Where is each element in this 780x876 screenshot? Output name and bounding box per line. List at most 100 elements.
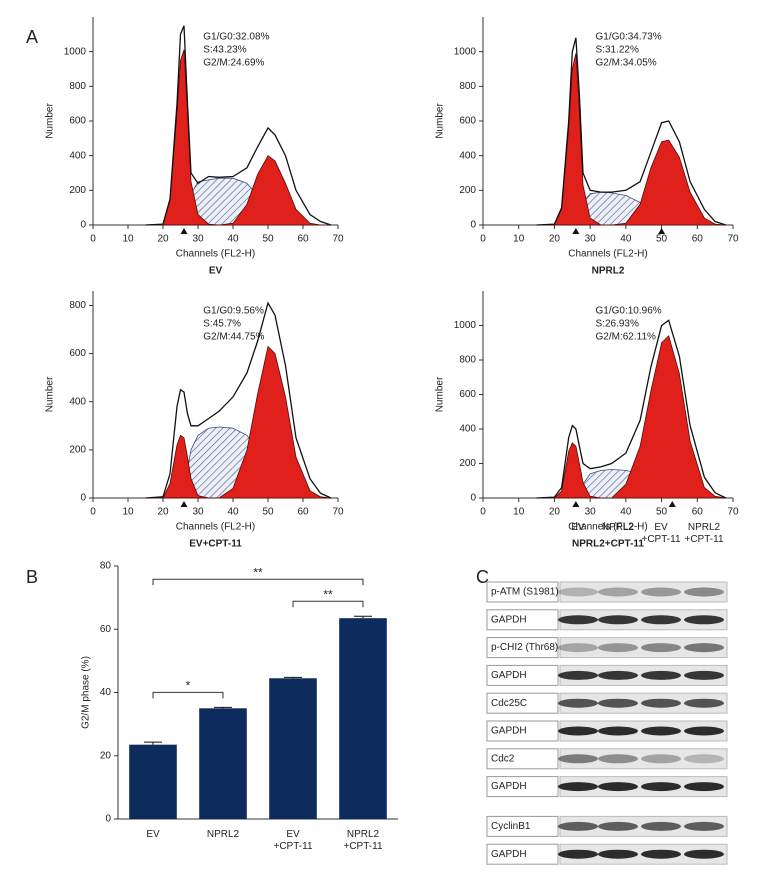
annotation: S:43.23% — [203, 45, 246, 56]
y-tick-label: 800 — [459, 81, 476, 92]
significance-bracket — [152, 578, 364, 586]
blot-band — [598, 726, 638, 736]
y-tick-label: 600 — [459, 389, 476, 400]
blot-band — [684, 821, 724, 831]
x-tick-label: 0 — [480, 507, 486, 518]
blot-band — [558, 670, 598, 680]
blot-band — [558, 782, 598, 792]
chart-title: EV — [209, 266, 223, 277]
annotation: G2/M:34.05% — [596, 58, 657, 69]
gate-marker — [658, 228, 666, 234]
annotation: S:45.7% — [203, 319, 241, 330]
y-tick-label: 600 — [69, 348, 86, 359]
x-tick-label: 70 — [727, 507, 739, 518]
x-tick-label: 70 — [332, 507, 344, 518]
y-tick-label: 800 — [69, 300, 86, 311]
x-tick-label: EV +CPT-11 — [273, 829, 313, 852]
y-tick-label: 600 — [69, 116, 86, 127]
blot-band — [684, 670, 724, 680]
x-axis-label: Channels (FL2-H) — [568, 522, 647, 533]
blot-band — [641, 698, 681, 708]
blot-band — [598, 754, 638, 764]
y-tick-label: 0 — [80, 493, 86, 504]
bar — [129, 744, 177, 819]
x-tick-label: 50 — [262, 507, 274, 518]
fitted-area — [145, 155, 331, 226]
x-tick-label: 60 — [297, 507, 309, 518]
error-bar — [144, 741, 162, 745]
blot-band — [684, 698, 724, 708]
histogram-line — [145, 25, 332, 226]
x-tick-label: 40 — [620, 234, 632, 245]
y-tick-label: 0 — [80, 220, 86, 231]
blot-band — [598, 615, 638, 625]
blot-band — [641, 615, 681, 625]
y-tick-label: 200 — [69, 185, 86, 196]
y-axis-label: Number — [435, 103, 446, 139]
blot-strip — [559, 637, 728, 659]
significance-bracket — [292, 600, 364, 608]
x-tick-label: 10 — [122, 507, 134, 518]
x-tick-label: 30 — [192, 234, 204, 245]
y-tick-label: 800 — [459, 355, 476, 366]
gate-marker — [572, 228, 580, 234]
x-tick-label: 50 — [262, 234, 274, 245]
lane-label: NPRL2 +CPT-11 — [684, 522, 724, 545]
gate-marker — [572, 501, 580, 507]
blot-row-label: GAPDH — [491, 726, 527, 737]
y-tick-label: 200 — [459, 185, 476, 196]
y-tick-label: 200 — [69, 445, 86, 456]
blot-band — [684, 726, 724, 736]
blot-band — [641, 587, 681, 597]
panel-label: A — [26, 27, 38, 47]
x-tick-label: 40 — [227, 507, 239, 518]
y-tick-label: 1000 — [64, 46, 87, 57]
blot-band — [684, 643, 724, 653]
x-tick-label: 30 — [585, 507, 597, 518]
x-tick-label: 40 — [227, 234, 239, 245]
x-tick-label: 0 — [90, 234, 96, 245]
x-tick-label: NPRL2 +CPT-11 — [343, 829, 383, 852]
annotation: G1/G0:10.96% — [596, 306, 662, 317]
y-axis-label: Number — [435, 376, 446, 412]
blot-band — [684, 782, 724, 792]
blot-row-label: p-ATM (S1981) — [491, 587, 559, 598]
fitted-area — [536, 335, 726, 499]
blot-label-box — [486, 637, 559, 659]
x-tick-label: 50 — [656, 234, 668, 245]
blot-band — [598, 821, 638, 831]
blot-band — [598, 643, 638, 653]
annotation: S:26.93% — [596, 319, 639, 330]
chart-title: EV+CPT-11 — [189, 539, 242, 550]
blot-band — [558, 726, 598, 736]
y-tick-label: 60 — [100, 624, 112, 635]
blot-band — [598, 849, 638, 859]
blot-row-label: p-CHI2 (Thr68) — [491, 642, 558, 653]
x-axis-label: Channels (FL2-H) — [568, 249, 647, 260]
significance-label: ** — [253, 565, 263, 579]
significance-label: ** — [323, 587, 333, 601]
error-bar — [354, 615, 372, 619]
y-tick-label: 0 — [470, 220, 476, 231]
lane-label: EV +CPT-11 — [641, 522, 681, 545]
lane-label: NPRL2 — [601, 522, 635, 533]
blot-band — [598, 670, 638, 680]
x-tick-label: 30 — [192, 507, 204, 518]
y-tick-label: 200 — [459, 458, 476, 469]
blot-band — [598, 698, 638, 708]
gate-marker — [180, 501, 188, 507]
x-tick-label: 40 — [620, 507, 632, 518]
blot-band — [641, 643, 681, 653]
annotation: G1/G0:32.08% — [203, 32, 269, 43]
y-tick-label: 20 — [100, 750, 112, 761]
blot-band — [684, 849, 724, 859]
blot-row-label: GAPDH — [491, 614, 527, 625]
x-tick-label: NPRL2 — [206, 829, 240, 840]
blot-row-label: GAPDH — [491, 670, 527, 681]
blot-band — [558, 849, 598, 859]
blot-band — [684, 754, 724, 764]
significance-bracket — [152, 691, 224, 699]
annotation: G2/M:44.75% — [203, 332, 264, 343]
blot-band — [558, 698, 598, 708]
